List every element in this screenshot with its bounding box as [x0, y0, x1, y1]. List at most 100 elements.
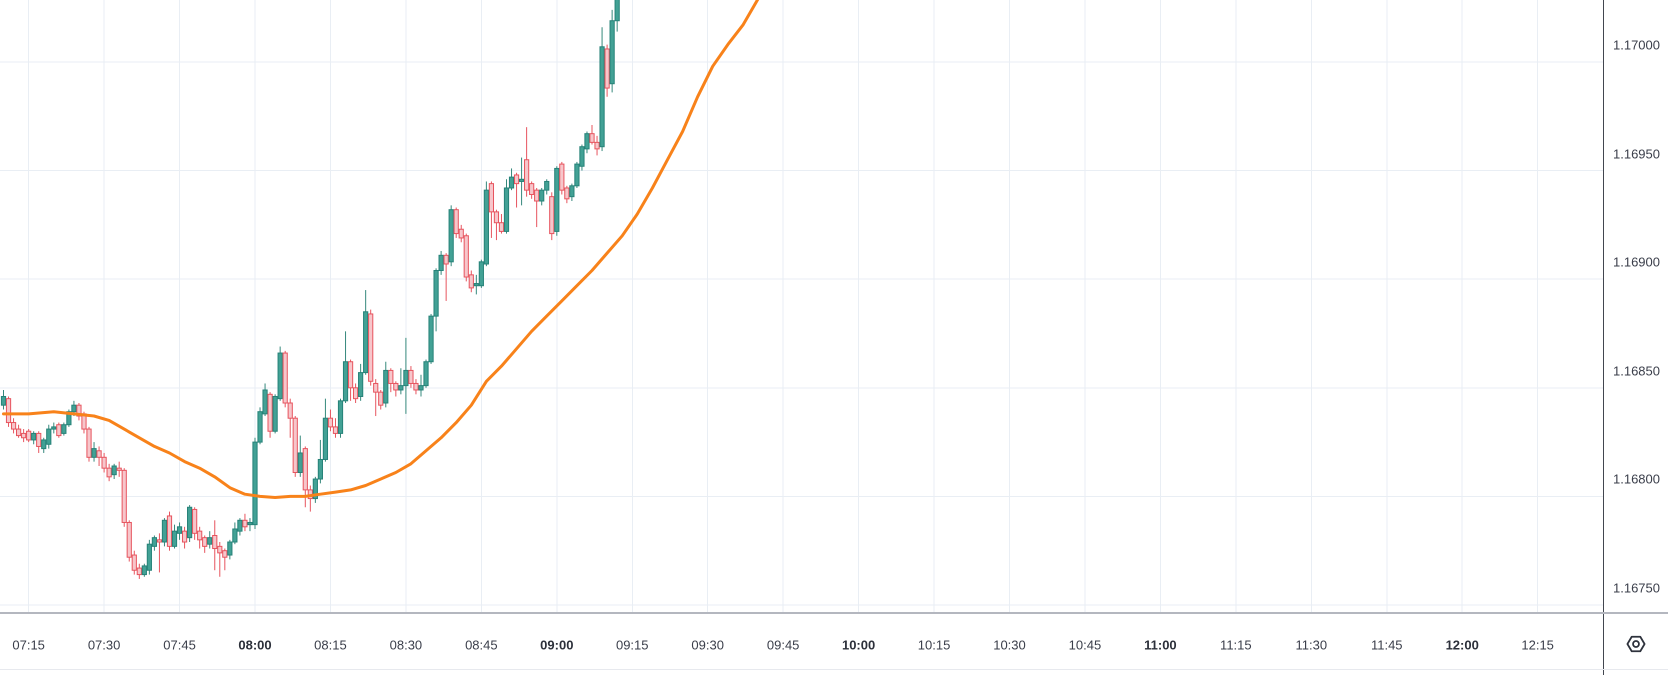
- price-axis-label: 1.16850: [1613, 363, 1660, 379]
- candle-up: [544, 180, 550, 191]
- price-axis-label: 1.16900: [1613, 254, 1660, 270]
- time-axis[interactable]: 07:15 07:30 07:45 08:00 08:15 08:30 08:45 09:00…: [0, 614, 1603, 674]
- candle-down: [96, 450, 102, 458]
- candle-down: [378, 391, 384, 406]
- time-axis-label: 10:30: [993, 637, 1026, 653]
- candle-down: [242, 519, 248, 528]
- candle-up: [614, 0, 620, 22]
- time-axis-label: 11:45: [1370, 637, 1403, 653]
- candle-down: [443, 254, 449, 265]
- candle-down: [287, 402, 293, 419]
- candle-up: [227, 541, 233, 556]
- time-axis-label: 07:45: [163, 637, 196, 653]
- time-axis-label: 10:15: [917, 637, 951, 653]
- candle-down: [192, 508, 198, 534]
- candle-up: [161, 519, 168, 543]
- candle-up: [41, 439, 47, 450]
- time-axis-label: 07:15: [12, 637, 45, 653]
- time-axis-label: 08:00: [238, 637, 272, 653]
- candle-up: [337, 400, 344, 434]
- time-axis-label: 07:30: [87, 637, 121, 653]
- candle-up: [262, 389, 268, 415]
- candle-down: [126, 521, 132, 558]
- candle-down: [166, 515, 173, 547]
- settings-gear-icon[interactable]: [1625, 633, 1647, 655]
- time-axis-separator: [0, 612, 1668, 614]
- candle-up: [609, 20, 615, 85]
- candle-down: [368, 313, 374, 382]
- candle-up: [579, 146, 585, 167]
- time-axis-label: 09:00: [540, 637, 574, 653]
- time-axis-label: 08:45: [465, 637, 498, 653]
- candle-down: [26, 430, 32, 441]
- candle-down: [463, 235, 469, 278]
- candle-down: [589, 133, 595, 143]
- candle-up: [433, 270, 439, 317]
- candle-up: [176, 526, 183, 534]
- axis-corner: [1604, 614, 1668, 674]
- time-axis-label: 10:45: [1068, 637, 1102, 653]
- candle-up: [398, 385, 404, 391]
- candle-down: [292, 417, 298, 474]
- candle-down: [564, 187, 570, 200]
- time-axis-label: 09:45: [766, 637, 800, 653]
- candle-down: [21, 432, 27, 439]
- candle-down: [373, 382, 379, 393]
- time-axis-label: 12:15: [1521, 637, 1554, 653]
- candle-up: [363, 311, 369, 374]
- candle-down: [327, 417, 334, 428]
- candle-up: [423, 361, 429, 387]
- time-axis-label: 11:00: [1144, 637, 1177, 653]
- candle-up: [111, 465, 117, 476]
- candle-down: [493, 211, 500, 224]
- candle-down: [524, 159, 530, 191]
- candle-up: [187, 506, 193, 539]
- candle-up: [483, 189, 489, 265]
- price-axis[interactable]: 1.17000 1.16950 1.16900 1.16850 1.16800 1.167…: [1604, 0, 1668, 612]
- candle-down: [534, 189, 540, 202]
- candle-up: [554, 167, 560, 232]
- candle-up: [317, 458, 323, 480]
- price-axis-label: 1.16750: [1613, 580, 1660, 596]
- candle-down: [302, 448, 308, 491]
- candle-up: [46, 428, 52, 445]
- candle-up: [569, 185, 575, 198]
- candle-up: [91, 448, 97, 458]
- candle-down: [86, 428, 92, 458]
- candle-down: [56, 424, 62, 437]
- candle-up: [297, 452, 303, 474]
- price-axis-label: 1.16800: [1613, 471, 1660, 487]
- candle-down: [202, 537, 208, 547]
- candle-down: [332, 426, 339, 434]
- candle-down: [5, 398, 12, 424]
- time-axis-label: 09:15: [615, 637, 649, 653]
- time-axis-label: 11:30: [1295, 637, 1328, 653]
- candlestick-chart[interactable]: [0, 0, 1603, 612]
- price-axis-label: 1.17000: [1613, 37, 1660, 53]
- candle-up: [584, 133, 590, 150]
- time-axis-label: 08:15: [314, 637, 347, 653]
- candle-up: [257, 411, 263, 443]
- price-axis-border: [1603, 0, 1604, 675]
- candle-down: [267, 393, 273, 432]
- candle-down: [453, 209, 459, 235]
- candle-up: [403, 369, 409, 387]
- candle-down: [393, 382, 399, 391]
- candle-up: [383, 369, 389, 404]
- candle-up: [0, 395, 7, 406]
- candle-down: [549, 196, 555, 235]
- candle-down: [156, 539, 163, 543]
- candle-up: [473, 283, 479, 287]
- candle-down: [116, 467, 122, 471]
- chart-pane[interactable]: [0, 0, 1603, 612]
- candle-down: [136, 567, 142, 576]
- candle-up: [342, 361, 349, 402]
- time-axis-label: 11:15: [1220, 637, 1252, 653]
- candle-up: [141, 565, 147, 576]
- candle-down: [222, 550, 228, 558]
- candle-down: [15, 428, 22, 437]
- candle-up: [277, 352, 283, 400]
- candle-up: [51, 426, 57, 430]
- candle-up: [247, 521, 253, 526]
- candle-up: [171, 530, 178, 547]
